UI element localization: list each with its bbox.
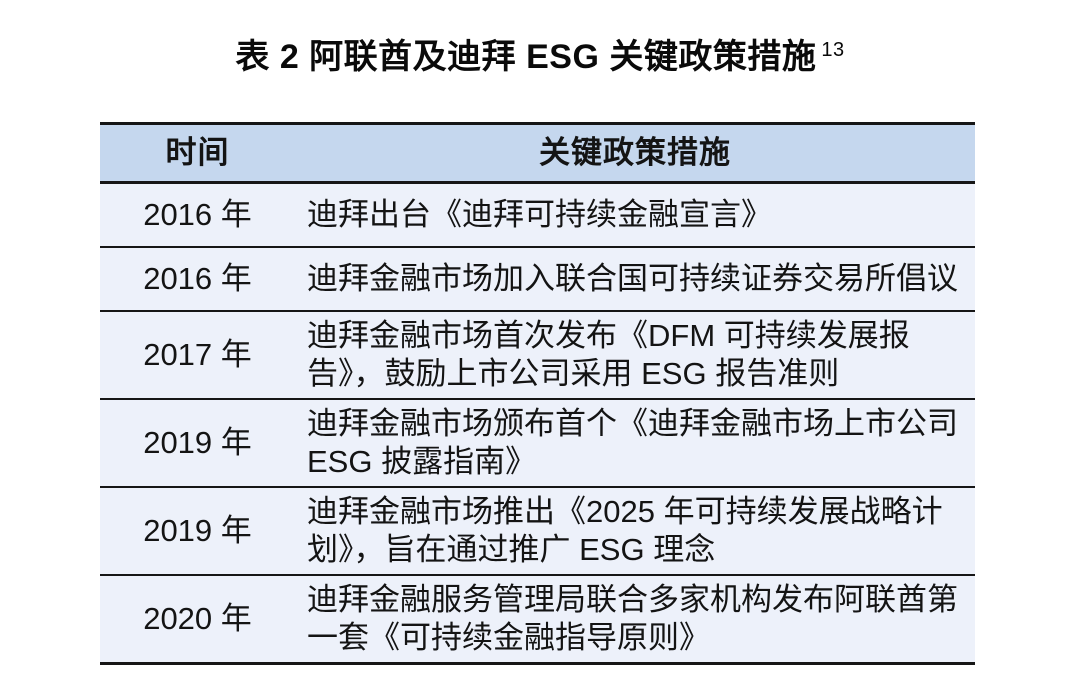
cell-measure: 迪拜金融市场颁布首个《迪拜金融市场上市公司 ESG 披露指南》: [295, 398, 975, 487]
cell-measure: 迪拜金融市场首次发布《DFM 可持续发展报告》，鼓励上市公司采用 ESG 报告准…: [295, 310, 975, 399]
cell-measure: 迪拜出台《迪拜可持续金融宣言》: [295, 182, 975, 247]
column-header-time: 时间: [100, 123, 295, 184]
cell-measure: 迪拜金融市场加入联合国可持续证券交易所倡议: [295, 246, 975, 311]
cell-time: 2020 年: [100, 574, 295, 664]
cell-time: 2019 年: [100, 398, 295, 487]
page-title-text: 表 2 阿联酋及迪拜 ESG 关键政策措施: [235, 38, 817, 76]
table-row-2: 2016 年 迪拜金融市场加入联合国可持续证券交易所倡议: [100, 246, 975, 311]
table-row-1: 2016 年 迪拜出台《迪拜可持续金融宣言》: [100, 182, 975, 247]
table-header-row: 时间 关键政策措施: [100, 123, 975, 184]
cell-time: 2019 年: [100, 486, 295, 575]
cell-time: 2017 年: [100, 310, 295, 399]
cell-measure: 迪拜金融服务管理局联合多家机构发布阿联酋第一套《可持续金融指导原则》: [295, 574, 975, 664]
table-row-6: 2020 年 迪拜金融服务管理局联合多家机构发布阿联酋第一套《可持续金融指导原则…: [100, 574, 975, 664]
cell-time: 2016 年: [100, 182, 295, 247]
esg-policy-table: 时间 关键政策措施 2016 年 迪拜出台《迪拜可持续金融宣言》 2016 年 …: [100, 122, 975, 665]
cell-measure: 迪拜金融市场推出《2025 年可持续发展战略计划》，旨在通过推广 ESG 理念: [295, 486, 975, 575]
table-row-4: 2019 年 迪拜金融市场颁布首个《迪拜金融市场上市公司 ESG 披露指南》: [100, 398, 975, 487]
page-title: 表 2 阿联酋及迪拜 ESG 关键政策措施 13: [0, 36, 1080, 78]
cell-time: 2016 年: [100, 246, 295, 311]
table-row-3: 2017 年 迪拜金融市场首次发布《DFM 可持续发展报告》，鼓励上市公司采用 …: [100, 310, 975, 399]
table-row-5: 2019 年 迪拜金融市场推出《2025 年可持续发展战略计划》，旨在通过推广 …: [100, 486, 975, 575]
footnote-reference: 13: [821, 38, 845, 61]
column-header-measure: 关键政策措施: [295, 123, 975, 184]
